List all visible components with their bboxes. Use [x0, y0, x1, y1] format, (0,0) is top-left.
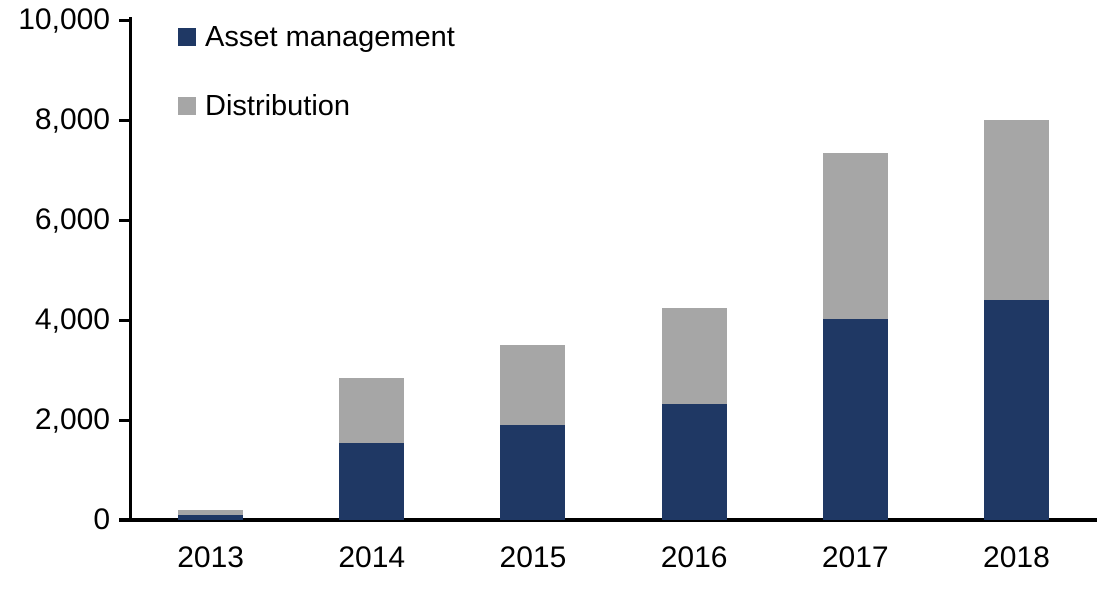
- x-axis-label-2018: 2018: [983, 541, 1050, 574]
- bar-2014: [339, 377, 405, 520]
- bar-segment-2014-asset-management: [339, 442, 405, 520]
- legend-label-asset-management: Asset management: [205, 20, 455, 53]
- y-axis-tick-label: 2,000: [34, 403, 110, 436]
- y-axis-tick: [119, 318, 130, 322]
- y-axis-tick-label: 10,000: [18, 3, 110, 36]
- x-axis-label-2017: 2017: [821, 541, 889, 574]
- y-axis-line: [129, 17, 132, 521]
- bar-2013: [178, 509, 244, 520]
- y-axis-tick-label: 4,000: [34, 303, 110, 336]
- x-axis-label-2015: 2015: [499, 541, 567, 574]
- y-axis-tick: [119, 418, 130, 422]
- bar-segment-2016-asset-management: [661, 404, 727, 520]
- bar-segment-2015-distribution: [500, 345, 566, 425]
- legend: Asset management Distribution: [178, 22, 455, 164]
- bar-segment-2017-distribution: [822, 152, 888, 319]
- bar-segment-2013-asset-management: [178, 514, 244, 520]
- bar-2015: [500, 345, 566, 520]
- y-axis-tick-label: 0: [93, 503, 110, 536]
- bar-segment-2015-asset-management: [500, 425, 566, 520]
- legend-swatch-asset-management: [178, 28, 196, 46]
- plot-area: [130, 20, 1097, 520]
- y-axis-tick: [119, 118, 130, 122]
- y-axis-tick: [119, 18, 130, 22]
- bar-segment-2016-distribution: [661, 307, 727, 404]
- bar-2017: [822, 152, 888, 520]
- x-axis-label-2016: 2016: [660, 541, 728, 574]
- y-axis-tick: [119, 518, 130, 522]
- bar-segment-2017-asset-management: [822, 318, 888, 520]
- bar-segment-2018-asset-management: [983, 300, 1049, 520]
- x-axis-label-2013: 2013: [177, 541, 244, 574]
- x-axis-label-2014: 2014: [338, 541, 406, 574]
- legend-label-distribution: Distribution: [205, 89, 351, 122]
- bar-segment-2018-distribution: [983, 120, 1049, 300]
- y-axis-tick: [119, 218, 130, 222]
- legend-item-asset-management: Asset management: [178, 22, 455, 51]
- x-axis-line: [119, 518, 1097, 522]
- legend-swatch-distribution: [178, 97, 196, 115]
- bar-segment-2013-distribution: [178, 509, 244, 515]
- y-axis-tick-label: 6,000: [34, 203, 110, 236]
- bar-2018: [983, 120, 1049, 520]
- bar-segment-2014-distribution: [339, 377, 405, 443]
- legend-item-distribution: Distribution: [178, 91, 455, 120]
- y-axis-tick-label: 8,000: [34, 103, 110, 136]
- bar-2016: [661, 307, 727, 520]
